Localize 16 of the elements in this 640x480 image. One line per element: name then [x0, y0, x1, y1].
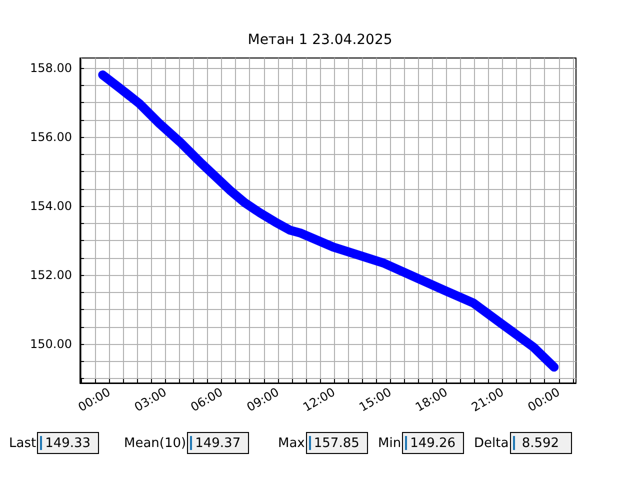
y-tick-label: 152.00: [30, 268, 72, 282]
text-field: 149.37: [187, 432, 250, 454]
y-tick-label: 158.00: [30, 61, 72, 76]
y-tick-label: 154.00: [30, 199, 72, 214]
text-field: 8.592: [510, 432, 572, 454]
text-field: 149.26: [402, 432, 464, 454]
y-tick-label: 156.00: [30, 130, 72, 144]
text: Delta: [474, 436, 509, 450]
text: Mean(10): [124, 436, 186, 450]
text: Last: [9, 436, 36, 450]
y-tick-label: 150.00: [30, 337, 72, 352]
text: Max: [278, 436, 305, 450]
text: Min: [378, 436, 402, 450]
chart-title: Метан 1 23.04.2025: [248, 32, 392, 48]
text-field: 149.33: [37, 432, 100, 454]
text-field: 157.85: [306, 432, 368, 454]
